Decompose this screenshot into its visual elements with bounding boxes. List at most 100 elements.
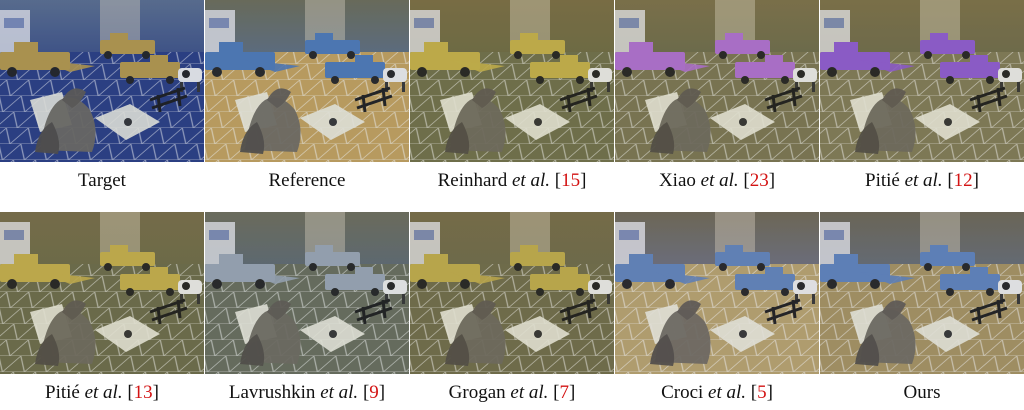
animal-figures — [650, 300, 711, 366]
animal-figures — [855, 88, 916, 154]
caption-citation-link[interactable]: 12 — [953, 170, 973, 191]
panel-image — [820, 0, 1024, 162]
caption-method-name: Grogan — [448, 382, 511, 403]
photo-svg — [615, 0, 819, 162]
toy-truck-back — [510, 245, 565, 271]
fence-piece — [149, 298, 188, 325]
panel-caption: Ours — [820, 382, 1024, 404]
panel-caption: Xiao et al. [23] — [615, 170, 819, 192]
paper-card-right — [710, 104, 775, 140]
fence-piece — [764, 86, 803, 113]
photo-svg — [0, 0, 204, 162]
caption-open-bracket: [ — [127, 382, 134, 403]
caption-et-al: et al. — [904, 170, 943, 191]
fence-piece — [559, 298, 598, 325]
toy-truck-right — [735, 55, 795, 84]
toy-truck-left — [615, 42, 710, 77]
caption-close-bracket: ] — [580, 170, 587, 191]
cow-figure — [793, 68, 817, 92]
caption-method-name: Pitié — [865, 170, 905, 191]
caption-et-al: et al. — [700, 170, 739, 191]
photo-svg — [410, 212, 614, 374]
fence-piece — [764, 298, 803, 325]
animal-figures — [35, 300, 96, 366]
caption-method-name: Pitié — [45, 382, 85, 403]
toy-truck-back — [305, 245, 360, 271]
caption-citation-link[interactable]: 23 — [749, 170, 769, 191]
cow-figure — [793, 280, 817, 304]
caption-close-bracket: ] — [766, 382, 773, 403]
caption-close-bracket: ] — [378, 382, 386, 403]
cow-figure — [383, 280, 407, 304]
fence-piece — [969, 86, 1008, 113]
caption-method-name: Reference — [268, 170, 346, 191]
caption-close-bracket: ] — [972, 170, 979, 191]
fence-piece — [149, 86, 188, 113]
caption-citation-link[interactable]: 7 — [559, 382, 569, 403]
photo-svg — [205, 212, 409, 374]
paper-card-right — [95, 316, 160, 352]
photo-svg — [205, 0, 409, 162]
cow-figure — [588, 68, 612, 92]
panel-image — [820, 212, 1024, 374]
cow-figure — [998, 68, 1022, 92]
toy-truck-right — [120, 55, 180, 84]
panel-image — [0, 212, 204, 374]
toy-truck-right — [940, 267, 1000, 296]
cow-figure — [588, 280, 612, 304]
toy-truck-right — [120, 267, 180, 296]
toy-truck-back — [100, 33, 155, 59]
cow-figure — [383, 68, 407, 92]
toy-truck-left — [820, 254, 915, 289]
panel-image — [205, 212, 409, 374]
photo-svg — [820, 0, 1024, 162]
panel-image — [410, 212, 614, 374]
animal-figures — [445, 88, 506, 154]
animal-figures — [35, 88, 96, 154]
caption-et-al: et al. — [510, 382, 549, 403]
caption-et-al: et al. — [320, 382, 359, 403]
caption-open-bracket: [ — [947, 170, 954, 191]
paper-card-right — [915, 316, 980, 352]
caption-citation-link[interactable]: 15 — [561, 170, 581, 191]
caption-method-name: Lavrushkin — [228, 382, 321, 403]
toy-truck-right — [940, 55, 1000, 84]
toy-truck-back — [920, 33, 975, 59]
toy-truck-back — [715, 33, 770, 59]
caption-citation-link[interactable]: 9 — [369, 382, 379, 403]
toy-truck-right — [530, 267, 590, 296]
caption-citation-link[interactable]: 5 — [757, 382, 767, 403]
caption-et-al: et al. — [708, 382, 747, 403]
caption-citation-link[interactable]: 13 — [133, 382, 153, 403]
panel-image — [410, 0, 614, 162]
photo-svg — [0, 212, 204, 374]
caption-open-bracket: [ — [553, 382, 560, 403]
cow-figure — [178, 68, 202, 92]
paper-card-right — [95, 104, 160, 140]
fence-piece — [354, 86, 393, 113]
toy-truck-left — [410, 42, 505, 77]
toy-truck-left — [205, 42, 300, 77]
caption-open-bracket: [ — [362, 382, 370, 403]
caption-open-bracket: [ — [743, 170, 750, 191]
panel-caption: Pitié et al. [13] — [0, 382, 204, 404]
toy-truck-right — [530, 55, 590, 84]
panel-caption: Lavrushkin et al. [9] — [205, 382, 409, 404]
caption-method-name: Target — [78, 170, 126, 191]
paper-card-right — [505, 104, 570, 140]
caption-method-name: Croci — [661, 382, 709, 403]
panel-image — [205, 0, 409, 162]
toy-truck-left — [820, 42, 915, 77]
caption-method-name: Reinhard — [437, 170, 512, 191]
cow-figure — [178, 280, 202, 304]
animal-figures — [855, 300, 916, 366]
paper-card-right — [915, 104, 980, 140]
caption-et-al: et al. — [512, 170, 550, 191]
toy-truck-left — [615, 254, 710, 289]
toy-truck-back — [920, 245, 975, 271]
toy-truck-left — [410, 254, 505, 289]
toy-truck-back — [510, 33, 565, 59]
photo-svg — [410, 0, 614, 162]
cow-figure — [998, 280, 1022, 304]
